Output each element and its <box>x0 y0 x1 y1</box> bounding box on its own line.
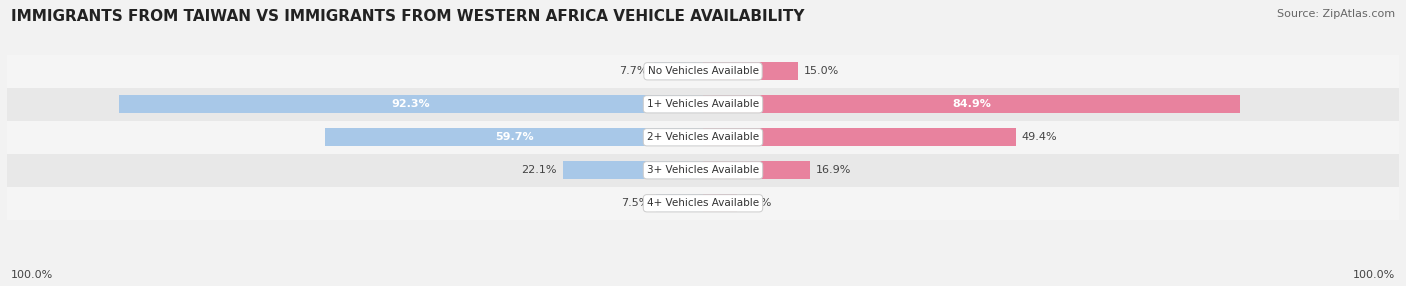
Bar <box>703 194 737 212</box>
Bar <box>7 55 1399 88</box>
Bar <box>120 95 703 113</box>
Bar <box>7 154 1399 187</box>
Bar <box>703 128 1015 146</box>
Text: No Vehicles Available: No Vehicles Available <box>648 66 758 76</box>
Text: 1+ Vehicles Available: 1+ Vehicles Available <box>647 99 759 109</box>
Text: 7.5%: 7.5% <box>621 198 650 208</box>
Bar <box>654 62 703 80</box>
Legend: Immigrants from Taiwan, Immigrants from Western Africa: Immigrants from Taiwan, Immigrants from … <box>503 284 903 286</box>
Text: 16.9%: 16.9% <box>817 165 852 175</box>
Bar <box>7 187 1399 220</box>
Text: 7.7%: 7.7% <box>620 66 648 76</box>
Text: 15.0%: 15.0% <box>804 66 839 76</box>
Text: 92.3%: 92.3% <box>392 99 430 109</box>
Bar <box>7 88 1399 121</box>
Bar <box>7 121 1399 154</box>
Bar <box>325 128 703 146</box>
Text: 5.4%: 5.4% <box>744 198 772 208</box>
Text: 22.1%: 22.1% <box>522 165 557 175</box>
Bar <box>703 62 799 80</box>
Text: 59.7%: 59.7% <box>495 132 533 142</box>
Text: IMMIGRANTS FROM TAIWAN VS IMMIGRANTS FROM WESTERN AFRICA VEHICLE AVAILABILITY: IMMIGRANTS FROM TAIWAN VS IMMIGRANTS FRO… <box>11 9 804 23</box>
Bar <box>564 161 703 179</box>
Text: 4+ Vehicles Available: 4+ Vehicles Available <box>647 198 759 208</box>
Text: 49.4%: 49.4% <box>1022 132 1057 142</box>
Text: 3+ Vehicles Available: 3+ Vehicles Available <box>647 165 759 175</box>
Text: 84.9%: 84.9% <box>952 99 991 109</box>
Text: 100.0%: 100.0% <box>11 270 53 280</box>
Text: 2+ Vehicles Available: 2+ Vehicles Available <box>647 132 759 142</box>
Bar <box>703 95 1240 113</box>
Text: Source: ZipAtlas.com: Source: ZipAtlas.com <box>1277 9 1395 19</box>
Text: 100.0%: 100.0% <box>1353 270 1395 280</box>
Bar <box>655 194 703 212</box>
Bar <box>703 161 810 179</box>
